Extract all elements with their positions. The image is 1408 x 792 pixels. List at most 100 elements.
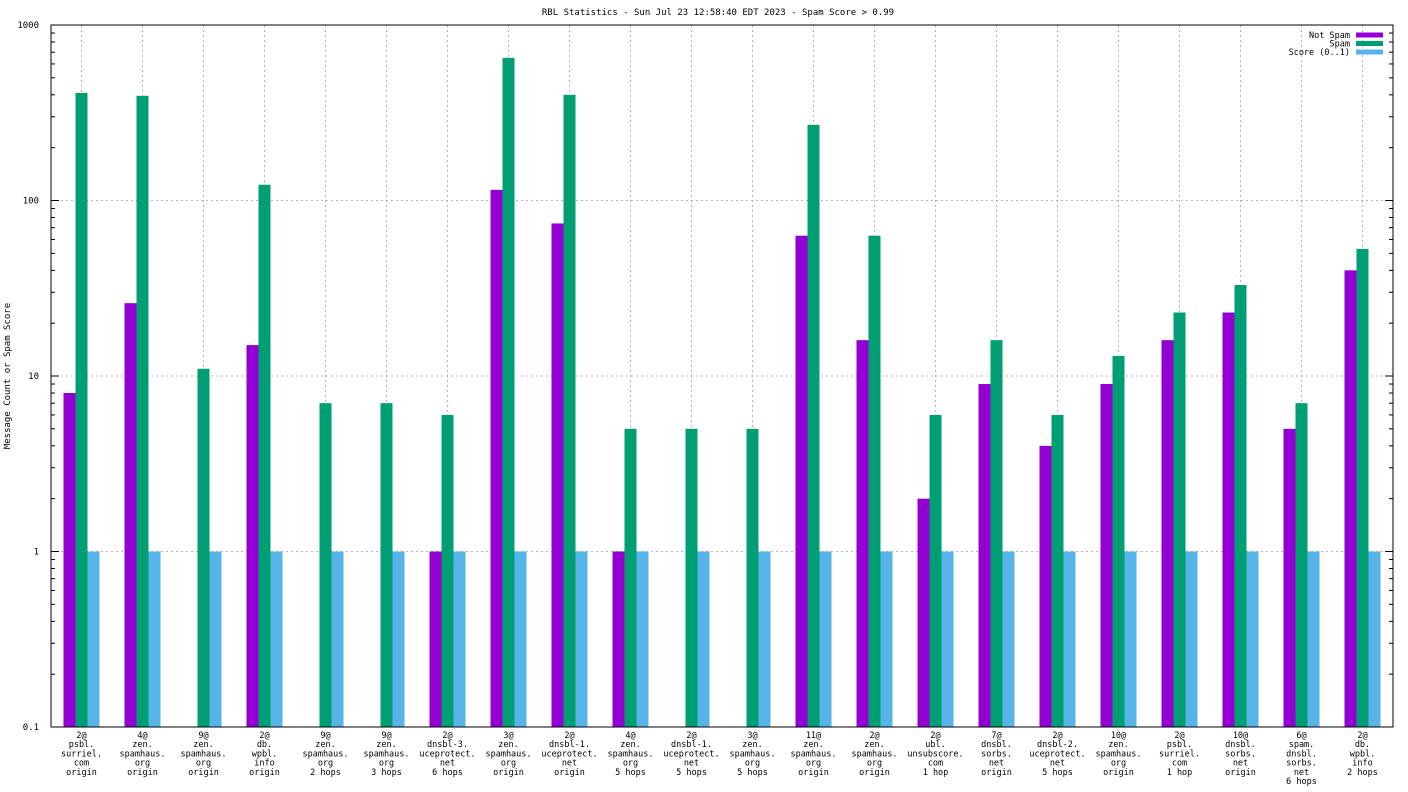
bar [246,345,259,727]
x-category-label: 9@ zen. spamhaus. org 3 hops [363,731,409,778]
x-category-label-line: spamhaus. [119,749,165,759]
y-axis-label: Message Count or Spam Score [3,303,13,449]
bar [514,551,527,727]
bar [1368,551,1381,727]
bar [1002,551,1015,727]
x-category-label: 3@ zen. spamhaus. org origin [485,731,531,778]
x-category-label: 4@ zen. spamhaus. org 5 hops [607,731,653,778]
x-category-label-line: 2@ [76,731,86,741]
bar [197,368,210,727]
x-category-label-line: origin [1103,768,1134,778]
x-category-label-line: dnsbl-2. [1037,740,1078,750]
x-category-label-line: 6 hops [1286,777,1317,787]
x-category-label-line: 3@ [503,731,513,741]
x-category-label: 10@ zen. spamhaus. org origin [1095,731,1141,778]
x-category-label-line: 10@ [1233,731,1248,741]
x-category-label-line: zen. [620,740,640,750]
legend-swatch [1356,49,1383,55]
bar [856,340,869,727]
bar [1039,445,1052,727]
x-category-label: 2@ dnsbl-1. uceprotect. net origin [541,731,597,778]
x-category-label-line: org [745,759,760,769]
bar [1112,356,1125,727]
bar [429,551,442,727]
x-category-label-line: com [928,759,943,769]
bar [148,551,161,727]
bar [758,551,771,727]
x-category-label-line: origin [859,768,890,778]
x-category-label-line: dnsbl-1. [549,740,590,750]
bar [624,428,637,727]
x-category-label-line: uceprotect. [663,749,719,759]
y-tick-label: 10 [28,372,39,382]
legend-label: Score (0..1) [1289,48,1350,58]
x-category-label-line: wpbl. [252,749,278,759]
bar [990,340,1003,727]
x-category-label-line: origin [798,768,829,778]
x-category-label-line: origin [66,768,97,778]
x-category-label-line: unsubscore. [907,749,963,759]
bar [1161,340,1174,727]
x-category-label-line: uceprotect. [541,749,597,759]
bar [978,384,991,727]
bar [258,184,271,727]
bar [868,235,881,727]
x-category-label-line: org [379,759,394,769]
bar [1356,248,1369,727]
bar [917,498,930,727]
x-category-label-line: ubl. [925,740,945,750]
x-category-label-line: 11@ [806,731,821,741]
x-category-label-line: dnsbl. [981,740,1012,750]
x-category-label-line: 2@ [259,731,269,741]
legend-label: Not Spam [1309,31,1350,41]
bar [746,428,759,727]
x-category-label-line: 2 hops [1347,768,1378,778]
x-category-label-line: spamhaus. [363,749,409,759]
x-category-label-line: spamhaus. [1095,749,1141,759]
x-category-label-line: 9@ [320,731,330,741]
bar [1063,551,1076,727]
x-category-label-line: 10@ [1111,731,1126,741]
x-category-label-line: origin [249,768,280,778]
bar [490,189,503,727]
x-category-label-line: origin [981,768,1012,778]
y-tick-label: 1 [34,548,39,558]
x-category-label-line: 5 hops [1042,768,1073,778]
bar [880,551,893,727]
bar [75,92,88,728]
x-category-label-line: origin [493,768,524,778]
bar [124,303,137,727]
x-category-label-line: spamhaus. [790,749,836,759]
x-category-label: 2@ db. wpbl. info 2 hops [1347,731,1378,778]
x-category-label: 2@ zen. spamhaus. org origin [851,731,897,778]
x-category-label-line: sorbs. [1286,759,1317,769]
x-category-label-line: 6@ [1296,731,1306,741]
x-category-label-line: origin [127,768,158,778]
x-category-label-line: net [1233,759,1248,769]
bar [819,551,832,727]
x-category-label-line: dnsbl-3. [427,740,468,750]
x-category-label: 2@ db. wpbl. info origin [249,731,280,778]
x-category-label-line: org [135,759,150,769]
legend-swatch [1356,32,1383,38]
x-category-label-line: wpbl. [1350,749,1376,759]
x-category-label-line: net [684,759,699,769]
x-category-label: 10@ dnsbl. sorbs. net origin [1225,731,1256,778]
bar [1100,384,1113,727]
bar [87,551,100,727]
x-category-label-line: 2@ [1174,731,1184,741]
x-category-label-line: 5 hops [615,768,646,778]
x-category-label-line: spam. [1289,740,1315,750]
x-category-label-line: org [623,759,638,769]
bar [209,551,222,727]
bar [1173,312,1186,727]
bar [551,223,564,727]
x-category-label-line: 2@ [1052,731,1062,741]
bar [697,551,710,727]
chart-title: RBL Statistics - Sun Jul 23 12:58:40 EDT… [542,8,894,18]
x-category-label-line: origin [188,768,219,778]
x-category-label-line: 4@ [137,731,147,741]
x-category-label-line: zen. [864,740,884,750]
